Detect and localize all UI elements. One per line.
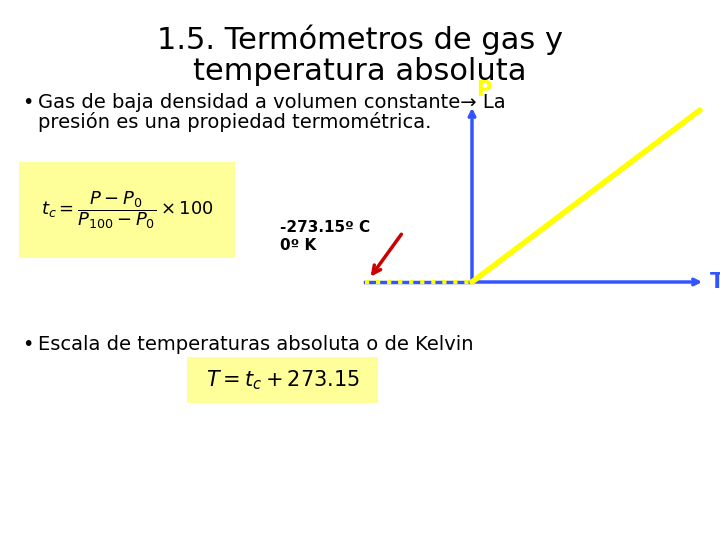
- Text: -273.15º C: -273.15º C: [280, 219, 370, 234]
- Text: T: T: [710, 272, 720, 292]
- Text: 1.5. Termómetros de gas y: 1.5. Termómetros de gas y: [157, 25, 563, 55]
- Text: temperatura absoluta: temperatura absoluta: [193, 57, 527, 86]
- Text: presión es una propiedad termométrica.: presión es una propiedad termométrica.: [38, 112, 431, 132]
- Text: $t_c = \dfrac{P - P_0}{P_{100} - P_0} \times 100$: $t_c = \dfrac{P - P_0}{P_{100} - P_0} \t…: [40, 189, 213, 231]
- FancyBboxPatch shape: [187, 357, 378, 403]
- Text: $T = t_c + 273.15$: $T = t_c + 273.15$: [205, 368, 359, 392]
- Text: Escala de temperaturas absoluta o de Kelvin: Escala de temperaturas absoluta o de Kel…: [38, 335, 474, 354]
- Text: 0º K: 0º K: [280, 238, 316, 253]
- FancyBboxPatch shape: [19, 162, 235, 258]
- Text: Gas de baja densidad a volumen constante→ La: Gas de baja densidad a volumen constante…: [38, 93, 505, 112]
- Text: •: •: [22, 93, 33, 112]
- Text: P: P: [476, 80, 491, 100]
- Text: •: •: [22, 335, 33, 354]
